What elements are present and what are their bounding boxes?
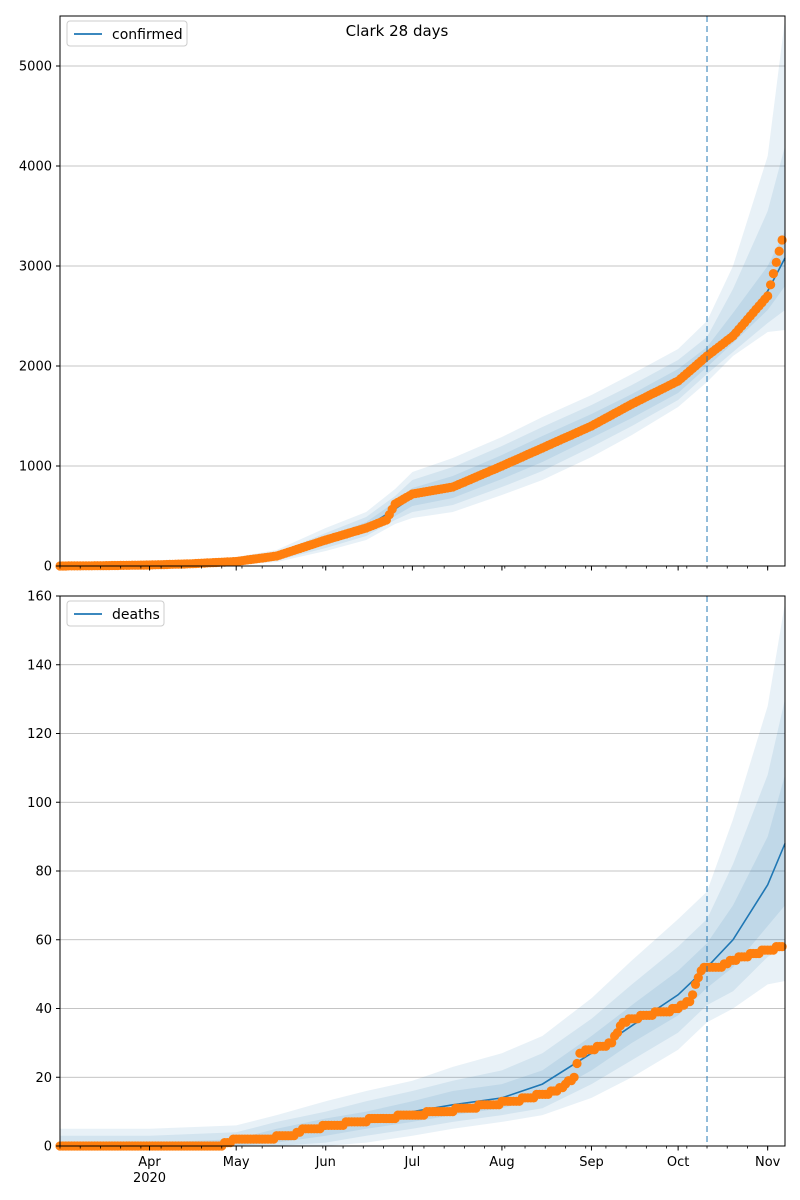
y-tick-label: 140 [27, 658, 52, 673]
band-mid [60, 699, 785, 1146]
band-outer [60, 602, 785, 1146]
x-tick-year-label: 2020 [133, 1171, 166, 1186]
confirmed-legend: confirmed [66, 20, 188, 47]
deaths-observed-points [55, 942, 787, 1151]
observed-point [777, 942, 787, 952]
model-series-line [59, 257, 786, 567]
y-tick-label: 3000 [19, 260, 52, 275]
band-mid [60, 146, 785, 566]
y-tick-label: 160 [27, 590, 52, 605]
plot-frame [59, 15, 786, 567]
x-tick-label: Jul [404, 1155, 421, 1170]
x-tick-label: Jun [315, 1155, 336, 1170]
deaths-uncertainty-bands [60, 602, 785, 1146]
x-tick-label: May [223, 1155, 250, 1170]
observed-point [771, 257, 781, 267]
y-tick-label: 0 [44, 560, 52, 575]
legend-label: confirmed [112, 27, 183, 43]
legend-label: deaths [112, 607, 160, 623]
deaths-legend: deaths [66, 600, 165, 627]
y-tick-label: 40 [35, 1002, 52, 1017]
observed-point [777, 235, 787, 245]
observed-point [572, 1058, 582, 1069]
observed-point [607, 1038, 617, 1048]
chart-title: Clark 28 days [346, 22, 449, 40]
observed-point [768, 269, 779, 279]
x-tick-label: Sep [579, 1155, 604, 1170]
observed-point [763, 291, 773, 301]
y-tick-label: 60 [35, 933, 52, 948]
observed-point [693, 973, 703, 983]
y-tick-label: 2000 [19, 360, 52, 375]
y-tick-label: 5000 [19, 60, 52, 75]
y-tick-label: 80 [35, 865, 52, 880]
deaths-panel: 0 20 40 60 80 100 120 140 160 deaths [27, 590, 787, 1155]
x-tick-label: Oct [667, 1155, 689, 1170]
confirmed-observed-points [55, 235, 787, 571]
band-inner [60, 774, 785, 1146]
observed-point [569, 1072, 579, 1082]
y-tick-label: 4000 [19, 160, 52, 175]
observed-point [766, 280, 776, 290]
confirmed-model-line [59, 257, 786, 567]
legend-box [66, 600, 165, 627]
confirmed-panel: 0 1000 2000 3000 4000 5000 confirmed [19, 15, 787, 575]
observed-point [688, 990, 698, 1000]
confirmed-uncertainty-bands [60, 19, 785, 566]
deaths-axes: 0 20 40 60 80 100 120 140 160 [27, 590, 786, 1155]
observed-point [612, 1028, 623, 1038]
y-tick-label: 20 [35, 1071, 52, 1086]
legend-box [66, 20, 188, 47]
x-tick-label: Apr [138, 1155, 161, 1170]
y-tick-label: 0 [44, 1140, 52, 1155]
band-outer [60, 19, 785, 566]
y-tick-label: 100 [27, 796, 52, 811]
y-tick-label: 1000 [19, 460, 52, 475]
x-tick-label: Aug [489, 1155, 514, 1170]
confirmed-axes: 0 1000 2000 3000 4000 5000 [19, 15, 786, 575]
y-tick-label: 120 [27, 727, 52, 742]
confirmed-gridlines [60, 65, 785, 467]
observed-point [774, 246, 784, 256]
x-tick-label: Nov [755, 1155, 781, 1170]
